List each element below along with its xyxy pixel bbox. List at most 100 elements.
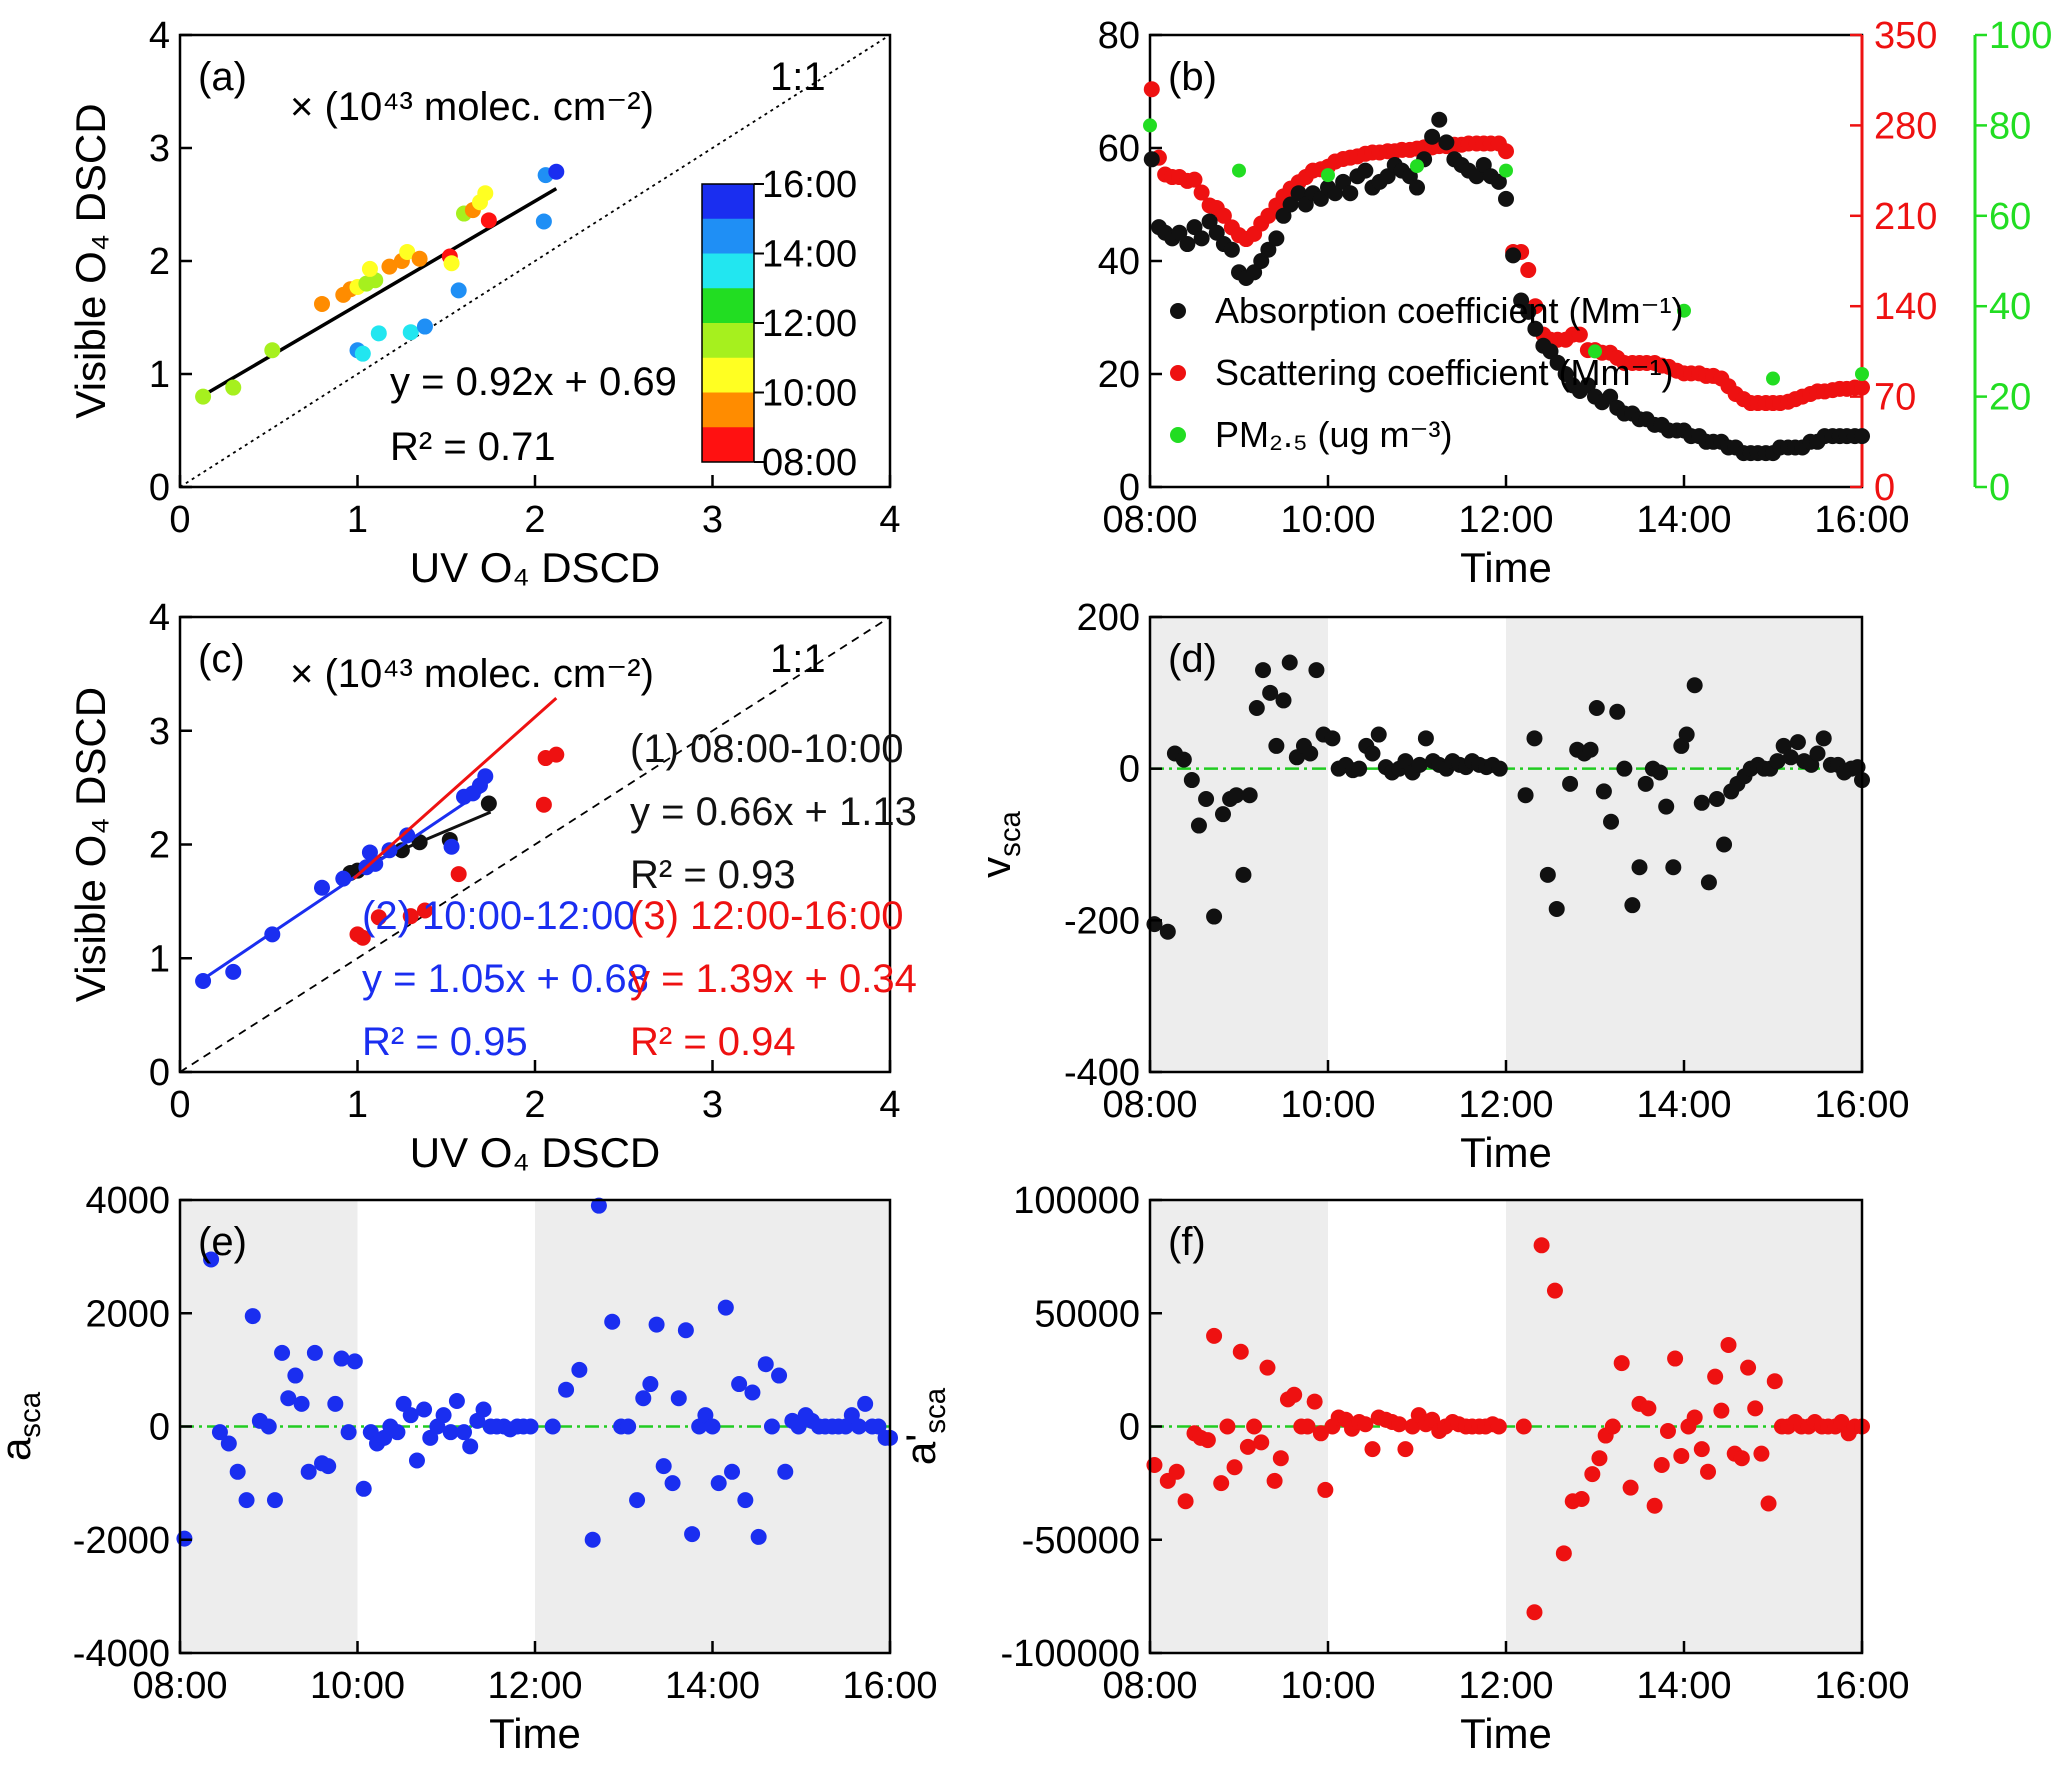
data-point: [571, 1361, 588, 1378]
y-right-red-label: 280: [1874, 105, 1937, 147]
data-point: [648, 1316, 665, 1333]
x-axis-label: UV O₄ DSCD: [410, 1129, 661, 1176]
data-point: [1707, 1368, 1724, 1385]
data-point: [220, 1435, 237, 1452]
pm25-point: [1232, 163, 1246, 178]
y-right-green-label: 0: [1989, 467, 2010, 509]
x-tick-label: 3: [702, 1084, 723, 1126]
y-tick-label: 2: [149, 241, 170, 283]
colorbar-segment: [702, 323, 754, 359]
x-tick-label: 12:00: [1458, 1084, 1553, 1126]
data-point: [1370, 726, 1387, 743]
y-tick-label: 0: [1119, 749, 1140, 791]
data-point: [333, 1350, 350, 1367]
y-axis-label: Visible O₄ DSCD: [67, 103, 114, 418]
data-point: [1573, 1490, 1590, 1507]
data-point: [1622, 1479, 1639, 1496]
data-point: [750, 1528, 767, 1545]
y-axis-label: a'sca: [897, 1387, 952, 1465]
data-point: [1397, 753, 1414, 770]
x-tick-label: 08:00: [132, 1665, 227, 1707]
data-point: [293, 1395, 310, 1412]
x-tick-label: 14:00: [1636, 1084, 1731, 1126]
data-point: [1266, 1472, 1283, 1489]
data-point: [1815, 730, 1832, 747]
data-point: [629, 1492, 646, 1509]
data-point: [1198, 791, 1215, 807]
data-point: [1517, 787, 1534, 804]
x-tick-label: 14:00: [665, 1665, 760, 1707]
data-point: [1693, 794, 1710, 811]
data-point: [402, 1407, 419, 1424]
data-point: [1262, 684, 1279, 701]
y-right-red-label: 140: [1874, 286, 1937, 328]
data-point: [456, 1424, 472, 1441]
data-point: [1753, 1445, 1770, 1462]
colorbar-label: 16:00: [762, 164, 857, 206]
y-right-green-label: 100: [1989, 15, 2052, 57]
panel-label: (e): [198, 1220, 247, 1264]
data-point: [1397, 1441, 1414, 1458]
y-tick-label: 80: [1098, 15, 1140, 57]
x-tick-label: 12:00: [487, 1665, 582, 1707]
shaded-span: [1150, 617, 1328, 1072]
absorption-point: [1342, 185, 1359, 202]
data-point: [1219, 1418, 1236, 1435]
one-to-one-label: 1:1: [770, 55, 826, 99]
shaded-span: [1506, 617, 1862, 1072]
data-point: [327, 1395, 344, 1412]
data-point-red: [354, 929, 371, 946]
data-point: [300, 1463, 317, 1480]
absorption-point: [1193, 230, 1210, 247]
data-point: [1214, 806, 1231, 823]
data-point: [1391, 1416, 1408, 1433]
data-point: [642, 1376, 659, 1393]
x-tick-label: 10:00: [310, 1665, 405, 1707]
x-axis-label: Time: [1460, 1710, 1552, 1757]
colorbar-label: 12:00: [762, 303, 857, 345]
data-point-blue: [335, 870, 352, 887]
x-axis-label: Time: [489, 1710, 581, 1757]
y-tick-label: 60: [1098, 128, 1140, 170]
x-tick-label: 4: [879, 499, 900, 541]
absorption-point: [1527, 320, 1544, 337]
y-right-green-label: 80: [1989, 105, 2031, 147]
data-point: [1159, 923, 1176, 940]
data-point: [522, 1418, 539, 1435]
x-axis-label: UV O₄ DSCD: [410, 544, 661, 591]
y-tick-label: 40: [1098, 241, 1140, 283]
data-point: [238, 1492, 255, 1509]
data-point: [1584, 1466, 1601, 1483]
data-point: [1582, 741, 1599, 758]
data-point: [1708, 791, 1725, 807]
y-tick-label: 100000: [1013, 1180, 1140, 1222]
data-point: [340, 1424, 357, 1441]
data-point-black: [393, 842, 410, 859]
data-point: [1678, 726, 1695, 743]
absorption-point: [1854, 428, 1870, 445]
y-tick-label: 200: [1077, 597, 1140, 639]
x-tick-label: 10:00: [1280, 1084, 1375, 1126]
data-point: [462, 1438, 479, 1455]
pm25-point: [1499, 163, 1513, 178]
data-point: [1700, 874, 1717, 891]
y-tick-label: 0: [149, 1052, 170, 1094]
data-point: [266, 1492, 283, 1509]
y-right-red-label: 70: [1874, 377, 1916, 419]
y-tick-label: -50000: [1022, 1520, 1140, 1562]
y-tick-label: -200: [1064, 900, 1140, 942]
data-point: [763, 1418, 780, 1435]
data-point: [1595, 783, 1612, 800]
data-point: [724, 1463, 741, 1480]
data-point: [737, 1492, 754, 1509]
data-point: [1255, 662, 1272, 679]
data-point: [857, 1395, 874, 1412]
data-point: [1713, 1402, 1730, 1419]
data-point: [1700, 1463, 1717, 1480]
data-point: [320, 1458, 337, 1475]
y-right-red-label: 210: [1874, 196, 1937, 238]
data-point: [1302, 745, 1319, 762]
y-right-green-label: 60: [1989, 196, 2031, 238]
x-tick-label: 2: [524, 499, 545, 541]
